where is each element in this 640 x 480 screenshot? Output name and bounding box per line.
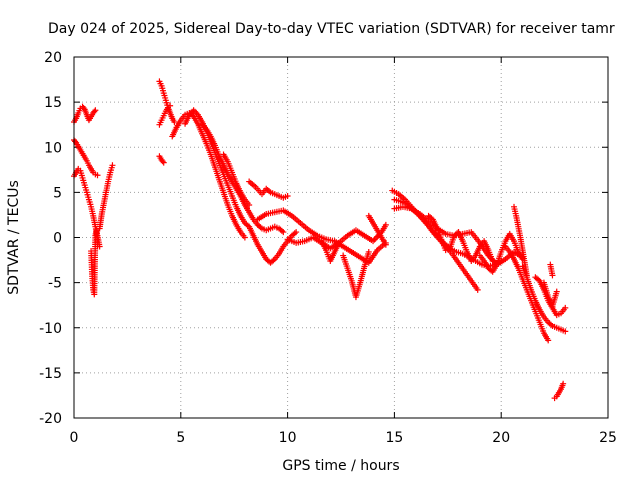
x-tick-label: 0 xyxy=(70,430,79,446)
data-point xyxy=(91,108,98,115)
data-point xyxy=(553,288,560,295)
data-point xyxy=(94,172,101,179)
data-point xyxy=(562,304,569,311)
data-point xyxy=(72,138,79,145)
data-point xyxy=(109,162,116,169)
y-axis-label: SDTVAR / TECUs xyxy=(6,180,22,295)
data-point xyxy=(549,272,556,279)
data-point xyxy=(562,328,569,335)
y-tick-label: 15 xyxy=(44,95,62,111)
data-point xyxy=(489,257,496,264)
y-tick-label: 20 xyxy=(44,50,62,66)
y-tick-label: -10 xyxy=(39,321,62,337)
data-point xyxy=(382,221,389,228)
data-point xyxy=(159,158,166,165)
data-point xyxy=(246,202,253,209)
y-axis-ticks: -20 -15 -10 -5 0 5 10 15 20 xyxy=(39,50,608,427)
x-tick-label: 20 xyxy=(492,430,510,446)
data-point xyxy=(167,102,174,109)
data-point xyxy=(92,107,99,114)
data-point xyxy=(335,239,342,246)
chart-title: Day 024 of 2025, Sidereal Day-to-day VTE… xyxy=(48,21,615,37)
x-axis-label: GPS time / hours xyxy=(282,458,399,474)
data-point xyxy=(474,286,481,293)
data-point xyxy=(80,104,87,111)
data-point xyxy=(365,248,372,255)
x-tick-label: 25 xyxy=(599,430,617,446)
x-tick-label: 5 xyxy=(176,430,185,446)
y-tick-label: 10 xyxy=(44,140,62,156)
data-point xyxy=(171,118,178,125)
x-tick-label: 15 xyxy=(385,430,403,446)
data-point xyxy=(382,241,389,248)
data-point xyxy=(560,380,567,387)
y-tick-label: -20 xyxy=(39,411,62,427)
data-points xyxy=(71,78,569,402)
data-point xyxy=(160,159,167,166)
data-point xyxy=(241,234,248,241)
data-point xyxy=(284,192,291,199)
y-tick-label: -5 xyxy=(48,276,62,292)
plot-frame xyxy=(73,56,609,419)
y-tick-label: 0 xyxy=(53,231,62,247)
x-axis-ticks: 0 5 10 15 20 25 xyxy=(70,57,617,446)
data-point xyxy=(293,229,300,236)
data-point xyxy=(94,243,101,250)
data-point xyxy=(280,229,287,236)
data-point xyxy=(545,337,552,344)
y-tick-label: -15 xyxy=(39,366,62,382)
y-tick-label: 5 xyxy=(53,185,62,201)
gridlines xyxy=(74,57,608,418)
x-tick-label: 10 xyxy=(279,430,297,446)
